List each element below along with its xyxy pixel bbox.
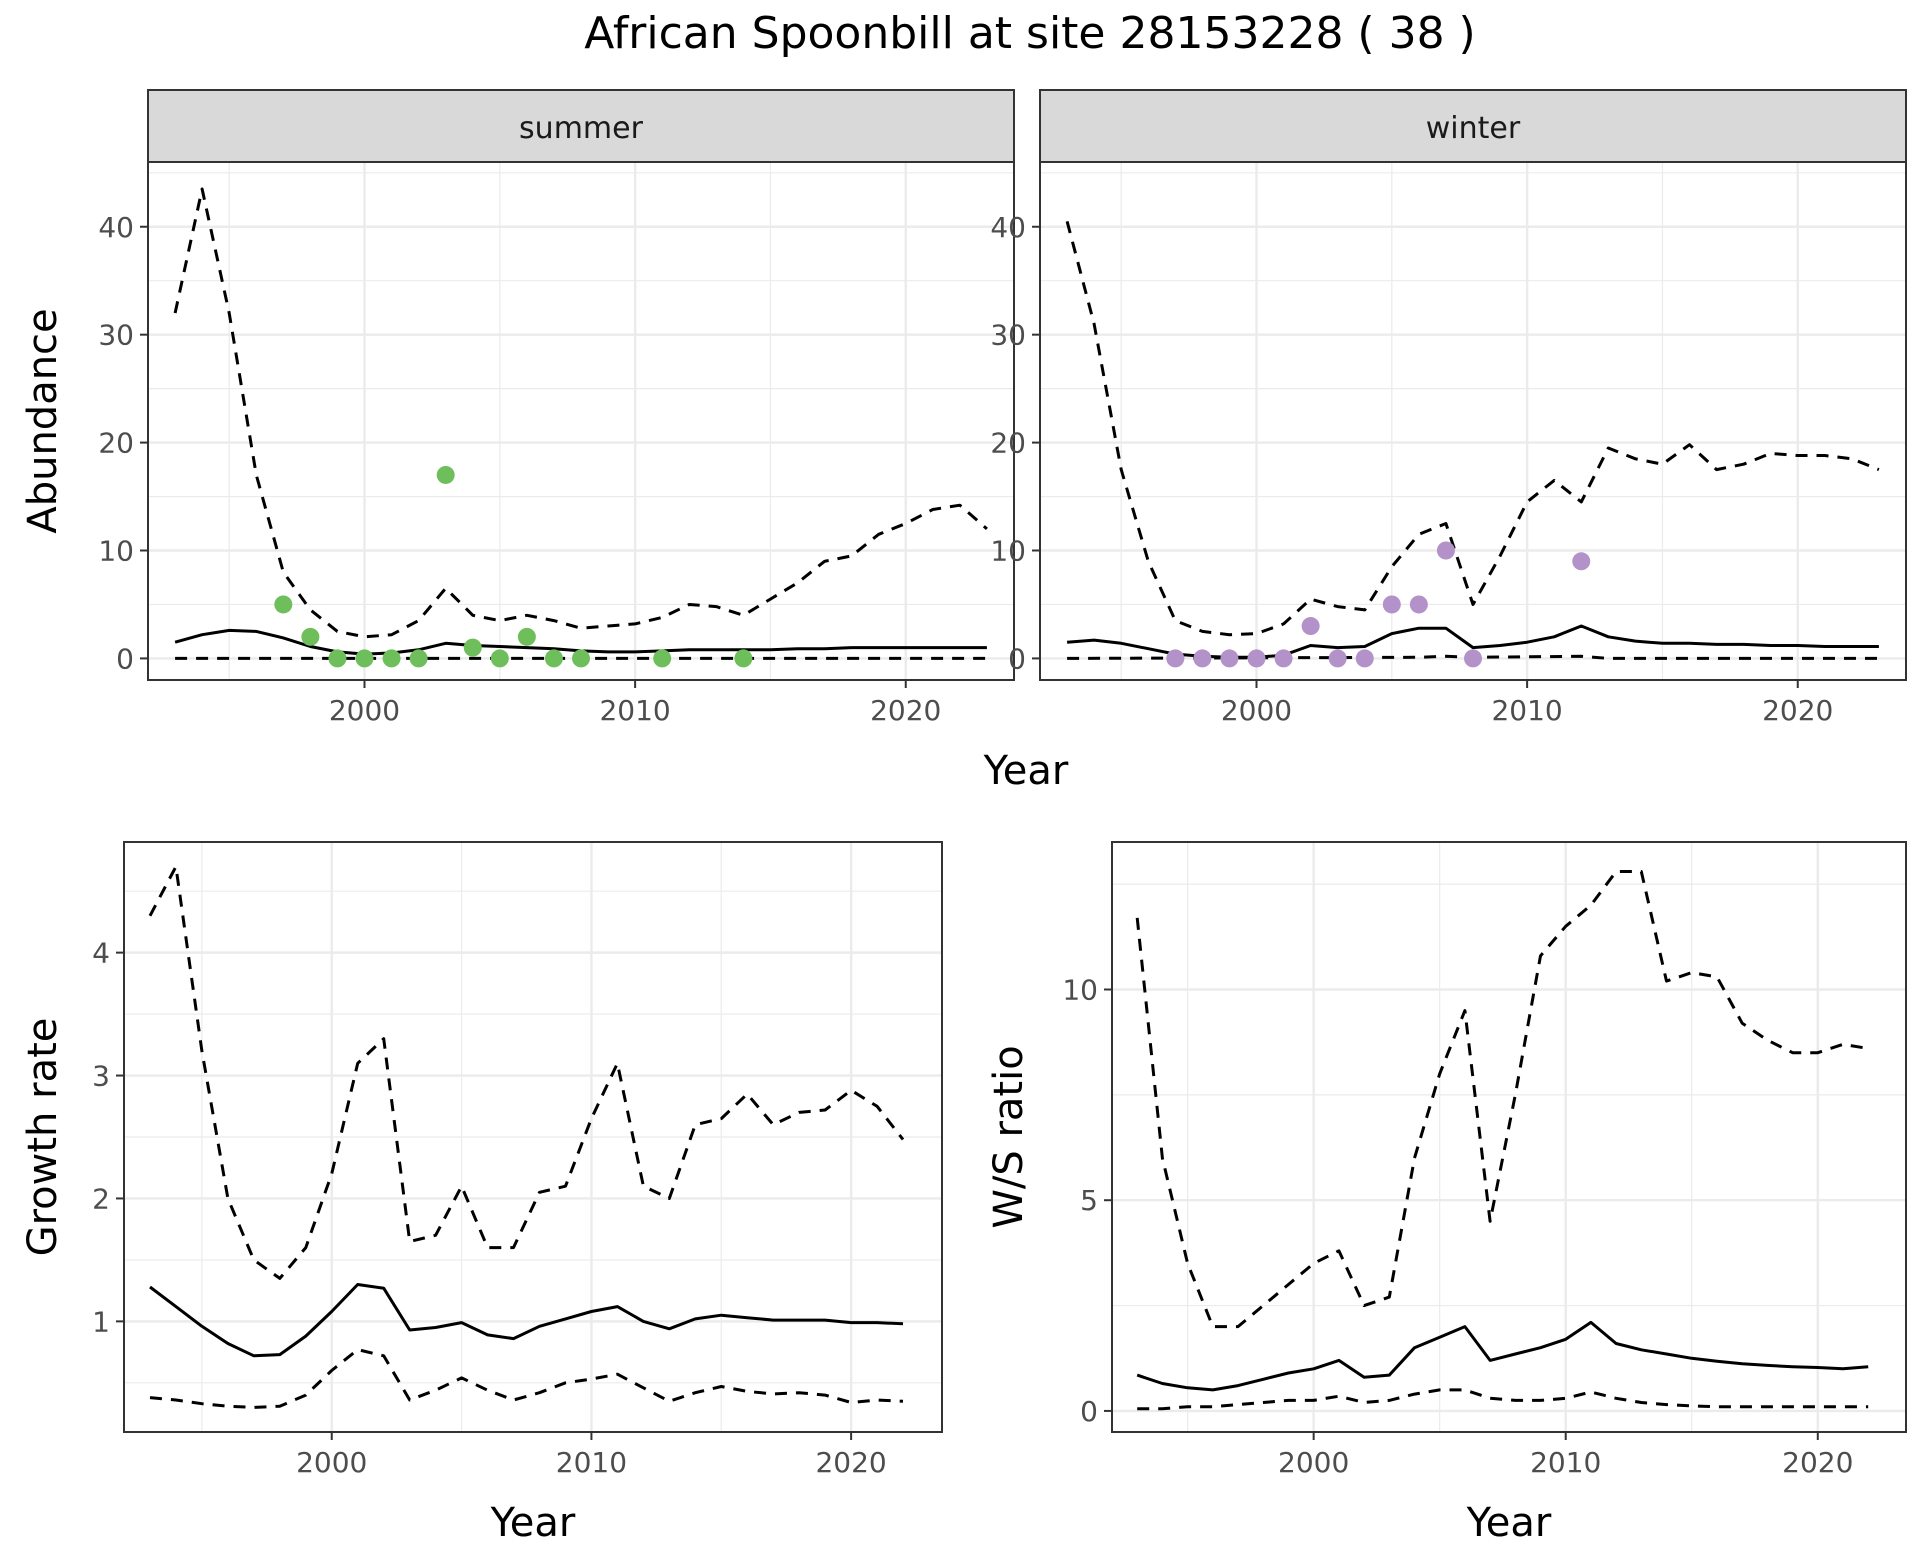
summer-observation-point bbox=[301, 627, 320, 646]
growth-lower-line bbox=[149, 1348, 904, 1409]
winter-observation-point bbox=[1166, 649, 1185, 668]
summer-marks bbox=[173, 187, 988, 668]
summer-observation-point bbox=[382, 649, 401, 668]
winter-observation-point bbox=[1572, 552, 1591, 571]
summer-grid bbox=[148, 162, 1014, 680]
summer-observation-point bbox=[734, 649, 753, 668]
winter-observation-point bbox=[1193, 649, 1212, 668]
summer-observation-point bbox=[409, 649, 428, 668]
growth-x-tick-label: 2000 bbox=[296, 1446, 367, 1479]
winter-strip-label: winter bbox=[1426, 111, 1521, 146]
winter-observation-point bbox=[1301, 617, 1320, 636]
summer-observation-point bbox=[653, 649, 672, 668]
summer-observation-point bbox=[355, 649, 374, 668]
ws-ratio-panel-border bbox=[1111, 841, 1907, 1433]
ws-ratio-marks bbox=[1135, 870, 1869, 1411]
growth-x-tick-label: 2010 bbox=[556, 1446, 627, 1479]
winter-marks bbox=[1065, 221, 1880, 668]
ws-ratio-x-axis-title: Year bbox=[1466, 1500, 1552, 1546]
winter-x-tick-label: 2000 bbox=[1221, 694, 1292, 727]
growth-y-tick-label: 4 bbox=[92, 937, 110, 970]
growth-marks bbox=[148, 865, 905, 1409]
growth-y-tick-label: 1 bbox=[92, 1305, 110, 1338]
ws-ratio-estimate-line bbox=[1136, 1320, 1869, 1392]
summer-y-tick-label: 40 bbox=[98, 211, 134, 244]
summer-observation-point bbox=[572, 649, 590, 668]
summer-observation-point bbox=[517, 627, 536, 646]
winter-y-tick-label: 10 bbox=[990, 535, 1026, 568]
winter-observation-point bbox=[1382, 595, 1401, 614]
summer-observation-point bbox=[544, 649, 563, 668]
summer-y-tick-label: 0 bbox=[116, 642, 134, 675]
growth-panel-border bbox=[123, 841, 943, 1433]
winter-y-tick-label: 20 bbox=[990, 427, 1026, 460]
summer-x-tick-label: 2020 bbox=[870, 694, 941, 727]
growth-grid bbox=[124, 842, 942, 1432]
ws-ratio-panel: 2000 2010 2020 0 5 10 bbox=[1062, 841, 1907, 1480]
ws-ratio-x-tick-label: 2020 bbox=[1782, 1446, 1853, 1479]
ws-ratio-y-axis-title: W/S ratio bbox=[986, 1045, 1032, 1228]
top-x-axis-title: Year bbox=[983, 748, 1069, 794]
ws-ratio-y-tick-label: 0 bbox=[1080, 1395, 1098, 1428]
ws-ratio-y-tick-label: 10 bbox=[1062, 974, 1098, 1007]
growth-estimate-line bbox=[149, 1283, 904, 1358]
summer-observation-point bbox=[328, 649, 347, 668]
growth-upper-line bbox=[148, 865, 905, 1280]
summer-strip-label: summer bbox=[519, 111, 644, 146]
winter-ticks: 2000 2010 2020 0 10 20 30 40 bbox=[990, 211, 1833, 727]
summer-strip-background bbox=[147, 89, 1015, 163]
summer-observation-point bbox=[463, 638, 482, 657]
winter-observation-point bbox=[1409, 595, 1428, 614]
summer-y-tick-label: 10 bbox=[98, 535, 134, 568]
ws-ratio-y-tick-label: 5 bbox=[1080, 1184, 1098, 1217]
figure-title: African Spoonbill at site 28153228 ( 38 … bbox=[584, 8, 1475, 59]
winter-y-tick-label: 0 bbox=[1008, 642, 1026, 675]
growth-x-axis-title: Year bbox=[490, 1500, 576, 1546]
growth-y-axis-title: Growth rate bbox=[20, 1018, 66, 1257]
growth-x-tick-label: 2020 bbox=[815, 1446, 886, 1479]
summer-y-tick-label: 20 bbox=[98, 427, 134, 460]
winter-observation-point bbox=[1274, 649, 1293, 668]
ws-ratio-grid bbox=[1112, 842, 1906, 1432]
growth-panel: 2000 2010 2020 1 2 3 4 bbox=[92, 841, 943, 1479]
summer-ticks: 2000 2010 2020 0 10 20 30 40 bbox=[98, 211, 941, 727]
summer-x-tick-label: 2000 bbox=[329, 694, 400, 727]
ws-ratio-upper-line bbox=[1135, 870, 1869, 1329]
winter-upper-line bbox=[1065, 221, 1880, 637]
growth-y-tick-label: 2 bbox=[92, 1182, 110, 1215]
winter-observation-point bbox=[1247, 649, 1266, 668]
summer-observation-point bbox=[436, 465, 455, 484]
winter-observation-point bbox=[1355, 649, 1374, 668]
summer-y-tick-label: 30 bbox=[98, 319, 134, 352]
ws-ratio-lower-line bbox=[1137, 1388, 1869, 1411]
winter-observation-point bbox=[1436, 541, 1455, 560]
winter-strip-background bbox=[1039, 89, 1907, 163]
growth-ticks: 2000 2010 2020 1 2 3 4 bbox=[92, 937, 887, 1479]
ws-ratio-x-tick-label: 2000 bbox=[1278, 1446, 1349, 1479]
summer-panel: summer 2000 2010 2020 0 10 20 30 40 bbox=[98, 89, 1015, 727]
winter-panel: winter 2000 2010 2020 0 10 20 30 40 bbox=[990, 89, 1907, 727]
ws-ratio-ticks: 2000 2010 2020 0 5 10 bbox=[1062, 974, 1853, 1480]
growth-y-tick-label: 3 bbox=[92, 1060, 110, 1093]
winter-observation-point bbox=[1220, 649, 1239, 668]
winter-x-tick-label: 2010 bbox=[1491, 694, 1562, 727]
summer-x-tick-label: 2010 bbox=[599, 694, 670, 727]
winter-observation-point bbox=[1464, 649, 1482, 668]
winter-observation-point bbox=[1328, 649, 1347, 668]
winter-x-tick-label: 2020 bbox=[1762, 694, 1833, 727]
summer-observation-point bbox=[274, 595, 293, 614]
summer-observation-point bbox=[490, 649, 509, 668]
top-y-axis-title: Abundance bbox=[20, 308, 66, 533]
winter-y-tick-label: 40 bbox=[990, 211, 1026, 244]
winter-y-tick-label: 30 bbox=[990, 319, 1026, 352]
ws-ratio-x-tick-label: 2010 bbox=[1530, 1446, 1601, 1479]
